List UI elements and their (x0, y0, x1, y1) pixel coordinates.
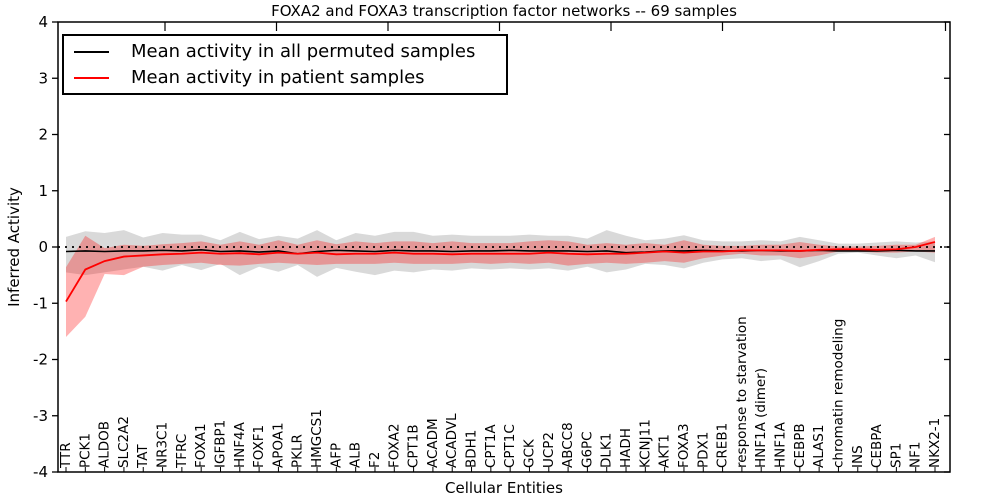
x-tick-label: TAT (135, 444, 151, 469)
x-axis-label: Cellular Entities (445, 479, 563, 497)
x-tick-label: TFRC (174, 434, 190, 469)
legend-label: Mean activity in patient samples (131, 67, 425, 88)
x-tick-label: NR3C1 (155, 422, 171, 468)
x-tick-label: INS (850, 445, 866, 468)
x-tick-label: ABCC8 (560, 422, 576, 468)
x-tick-label: NKX2-1 (927, 418, 943, 468)
x-tick-label: ACADVL (444, 413, 460, 468)
x-tick-label: PCK1 (77, 433, 93, 468)
y-tick-label: 1 (38, 182, 48, 200)
x-tick-label: HNF4A (232, 421, 248, 468)
legend-box: Mean activity in all permuted samples Me… (62, 34, 508, 95)
y-tick-label: 2 (38, 126, 48, 144)
x-tick-label: TTR (58, 442, 74, 469)
x-tick-label: SP1 (888, 443, 904, 468)
x-tick-label: DLK1 (599, 433, 615, 468)
y-axis-label: Inferred Activity (5, 187, 23, 307)
x-tick-label: FOXF1 (251, 425, 267, 468)
x-tick-label: SLC2A2 (116, 416, 132, 468)
y-tick-label: 0 (38, 238, 48, 256)
x-tick-label: PKLR (290, 434, 306, 468)
x-tick-label: ALAS1 (811, 425, 827, 468)
x-tick-label: AFP (328, 443, 344, 468)
patient-mean-line (65, 241, 936, 303)
patient-line-swatch (74, 76, 109, 79)
legend-item-patient: Mean activity in patient samples (64, 67, 506, 88)
x-tick-label: CEBPB (792, 423, 808, 468)
x-tick-label: HMGCS1 (309, 409, 325, 468)
x-tick-label: FOXA3 (676, 423, 692, 468)
legend-label: Mean activity in all permuted samples (131, 41, 476, 62)
x-tick-label: KCNJ11 (637, 419, 653, 468)
y-tick-label: -4 (33, 463, 48, 481)
x-tick-label: response to starvation (734, 316, 750, 468)
x-tick-label: CPT1C (502, 424, 518, 468)
y-tick-label: 4 (38, 13, 48, 31)
x-tick-label: GCK (521, 438, 537, 468)
y-tick-label: -3 (33, 407, 48, 425)
x-tick-label: chromatin remodeling (830, 319, 846, 468)
x-tick-label: FOXA2 (386, 423, 402, 468)
x-tick-label: HADH (618, 428, 634, 468)
x-tick-label: HNF1A (dimer) (753, 368, 769, 468)
y-tick-label: -1 (33, 294, 48, 312)
permuted-line-swatch (74, 50, 109, 53)
x-tick-label: CPT1B (406, 424, 422, 468)
x-tick-label: FOXA1 (193, 423, 209, 468)
x-tick-label: UCP2 (541, 432, 557, 468)
x-tick-label: ALB (348, 442, 364, 468)
x-tick-label: CPT1A (483, 424, 499, 468)
x-tick-label: F2 (367, 452, 383, 468)
x-tick-label: BDH1 (464, 430, 480, 468)
x-tick-label: CREB1 (715, 423, 731, 468)
x-tick-label: AKT1 (657, 434, 673, 468)
y-tick-label: -2 (33, 351, 48, 369)
x-tick-label: ALDOB (97, 421, 113, 468)
x-tick-label: ACADM (425, 418, 441, 468)
x-tick-label: NF1 (908, 442, 924, 468)
chart-title: FOXA2 and FOXA3 transcription factor net… (271, 2, 737, 20)
y-tick-label: 3 (38, 69, 48, 87)
red-band (66, 235, 935, 337)
legend-item-permuted: Mean activity in all permuted samples (64, 41, 506, 62)
x-tick-label: G6PC (579, 431, 595, 468)
x-tick-label: APOA1 (270, 422, 286, 468)
x-tick-label: CEBPA (869, 424, 885, 468)
x-tick-label: PDX1 (695, 432, 711, 468)
x-tick-label: HNF1A (773, 421, 789, 468)
x-tick-label: IGFBP1 (212, 420, 228, 468)
